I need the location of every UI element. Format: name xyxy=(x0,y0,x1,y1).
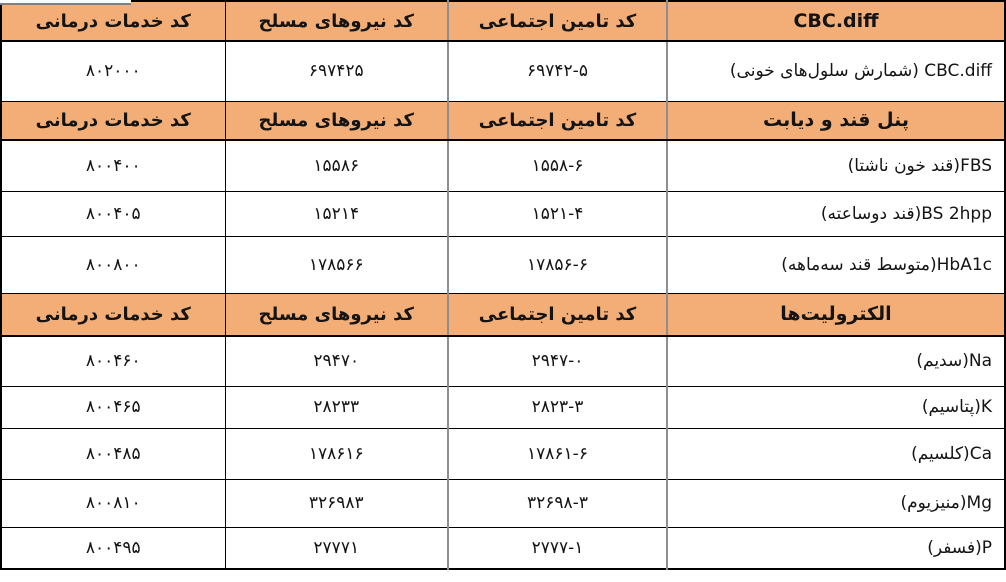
armed-code-cell: ۳۲۶۹۸۳ xyxy=(225,478,449,527)
armed-code-cell: ۱۷۸۶۱۶ xyxy=(225,427,449,479)
column-header-armed-forces-code: کد نیروهای مسلح xyxy=(225,292,449,337)
test-name-cell: Na(سدیم) xyxy=(667,335,1005,386)
section-header-row: کد خدمات درمانی کد نیروهای مسلح کد تامین… xyxy=(1,100,1005,141)
test-name-cell: FBS(قند خون ناشتا) xyxy=(667,139,1005,191)
armed-code-cell: ۱۷۸۵۶۶ xyxy=(225,235,449,293)
column-header-service-code: کد خدمات درمانی xyxy=(1,100,226,141)
column-header-armed-forces-code: کد نیروهای مسلح xyxy=(225,0,449,42)
column-header-service-code: کد خدمات درمانی xyxy=(1,0,226,42)
armed-code-cell: ۱۵۲۱۴ xyxy=(225,190,449,236)
lab-codes-table: کد خدمات درمانی کد نیروهای مسلح کد تامین… xyxy=(0,0,1006,570)
armed-code-cell: ۲۹۴۷۰ xyxy=(225,335,449,386)
service-code-cell: ۸۰۰۸۱۰ xyxy=(1,478,226,527)
service-code-cell: ۸۰۰۴۶۰ xyxy=(1,335,226,386)
table-row: ۸۰۰۴۶۵ ۲۸۲۳۳ ۲۸۲۳-۳ K(پتاسیم) xyxy=(1,385,1005,428)
screenshot-edge-artifact xyxy=(0,0,131,5)
service-code-cell: ۸۰۰۸۰۰ xyxy=(1,235,226,293)
column-header-service-code: کد خدمات درمانی xyxy=(1,292,226,337)
armed-code-cell: ۱۵۵۸۶ xyxy=(225,139,449,191)
table-row: ۸۰۰۸۱۰ ۳۲۶۹۸۳ ۳۲۶۹۸-۳ Mg(منیزیوم) xyxy=(1,478,1005,527)
service-code-cell: ۸۰۲۰۰۰ xyxy=(1,40,226,101)
service-code-cell: ۸۰۰۴۶۵ xyxy=(1,385,226,428)
table-row: ۸۰۰۴۶۰ ۲۹۴۷۰ ۲۹۴۷-۰ Na(سدیم) xyxy=(1,335,1005,386)
test-name-cell: Ca(کلسیم) xyxy=(667,427,1005,479)
section-title-cbc: CBC.diff xyxy=(667,0,1005,42)
column-header-social-security-code: کد تامین اجتماعی xyxy=(448,100,668,141)
service-code-cell: ۸۰۰۴۸۵ xyxy=(1,427,226,479)
social-code-cell: ۱۵۵۸-۶ xyxy=(448,139,668,191)
table-row: ۸۰۲۰۰۰ ۶۹۷۴۲۵ ۶۹۷۴۲-۵ CBC.diff (شمارش سل… xyxy=(1,40,1005,101)
service-code-cell: ۸۰۰۴۰۰ xyxy=(1,139,226,191)
test-name-cell: P(فسفر) xyxy=(667,526,1005,569)
section-header-row: کد خدمات درمانی کد نیروهای مسلح کد تامین… xyxy=(1,0,1005,42)
social-code-cell: ۲۷۷۷-۱ xyxy=(448,526,668,569)
social-code-cell: ۱۷۸۶۱-۶ xyxy=(448,427,668,479)
table-row: ۸۰۰۸۰۰ ۱۷۸۵۶۶ ۱۷۸۵۶-۶ HbA1c(متوسط قند سه… xyxy=(1,235,1005,293)
armed-code-cell: ۲۷۷۷۱ xyxy=(225,526,449,569)
test-name-cell: Mg(منیزیوم) xyxy=(667,478,1005,527)
column-header-social-security-code: کد تامین اجتماعی xyxy=(448,292,668,337)
section-title-diabetes-panel: پنل قند و دیابت xyxy=(667,100,1005,141)
table-row: ۸۰۰۴۹۵ ۲۷۷۷۱ ۲۷۷۷-۱ P(فسفر) xyxy=(1,526,1005,569)
service-code-cell: ۸۰۰۴۹۵ xyxy=(1,526,226,569)
test-name-cell: K(پتاسیم) xyxy=(667,385,1005,428)
social-code-cell: ۱۵۲۱-۴ xyxy=(448,190,668,236)
column-header-armed-forces-code: کد نیروهای مسلح xyxy=(225,100,449,141)
social-code-cell: ۱۷۸۵۶-۶ xyxy=(448,235,668,293)
table-row: ۸۰۰۴۰۵ ۱۵۲۱۴ ۱۵۲۱-۴ BS 2hpp(قند دوساعته) xyxy=(1,190,1005,236)
test-name-cell: CBC.diff (شمارش سلول‌های خونی) xyxy=(667,40,1005,101)
test-name-cell: BS 2hpp(قند دوساعته) xyxy=(667,190,1005,236)
armed-code-cell: ۶۹۷۴۲۵ xyxy=(225,40,449,101)
table-row: ۸۰۰۴۸۵ ۱۷۸۶۱۶ ۱۷۸۶۱-۶ Ca(کلسیم) xyxy=(1,427,1005,479)
section-header-row: کد خدمات درمانی کد نیروهای مسلح کد تامین… xyxy=(1,292,1005,337)
armed-code-cell: ۲۸۲۳۳ xyxy=(225,385,449,428)
social-code-cell: ۳۲۶۹۸-۳ xyxy=(448,478,668,527)
table-row: ۸۰۰۴۰۰ ۱۵۵۸۶ ۱۵۵۸-۶ FBS(قند خون ناشتا) xyxy=(1,139,1005,191)
social-code-cell: ۲۸۲۳-۳ xyxy=(448,385,668,428)
service-code-cell: ۸۰۰۴۰۵ xyxy=(1,190,226,236)
column-header-social-security-code: کد تامین اجتماعی xyxy=(448,0,668,42)
social-code-cell: ۶۹۷۴۲-۵ xyxy=(448,40,668,101)
test-name-cell: HbA1c(متوسط قند سه‌ماهه) xyxy=(667,235,1005,293)
social-code-cell: ۲۹۴۷-۰ xyxy=(448,335,668,386)
section-title-electrolytes: الکترولیت‌ها xyxy=(667,292,1005,337)
